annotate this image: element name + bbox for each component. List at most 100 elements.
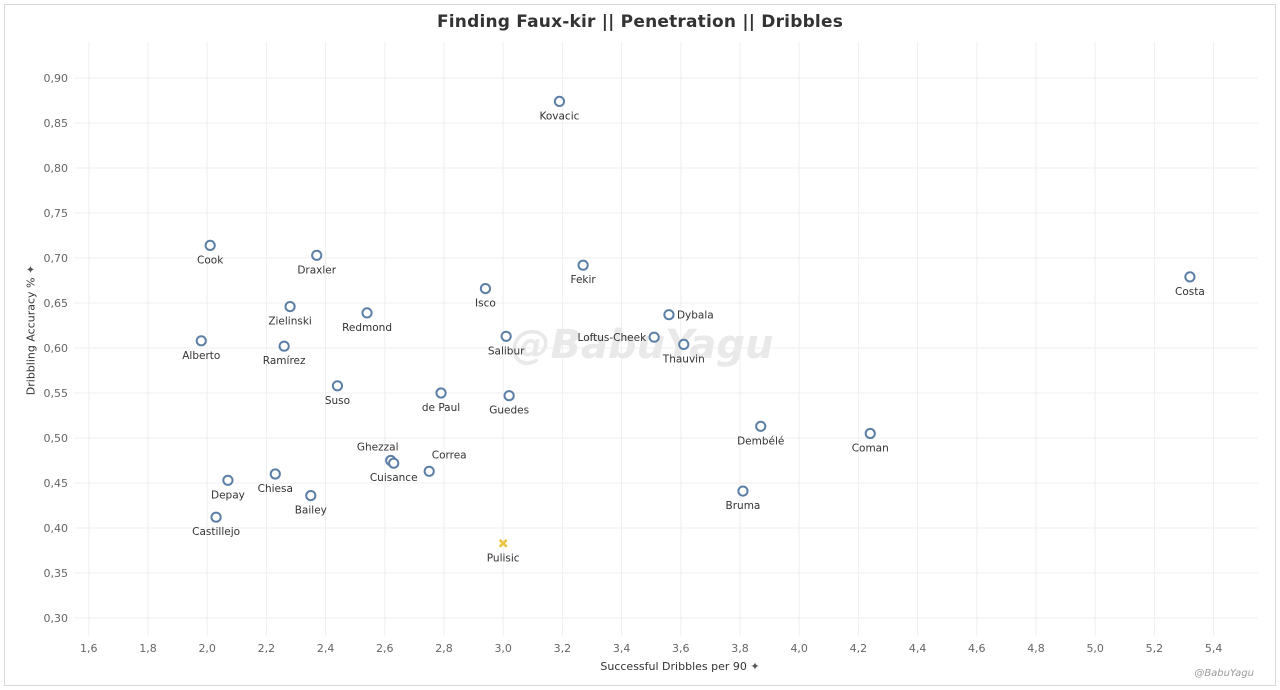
data-point[interactable] <box>305 490 317 502</box>
x-tick-label: 5,4 <box>1205 642 1223 655</box>
y-tick-label: 0,90 <box>44 72 69 85</box>
data-point[interactable] <box>737 485 749 497</box>
point-label: Draxler <box>297 264 336 276</box>
x-tick-label: 4,2 <box>850 642 868 655</box>
x-tick-label: 1,6 <box>80 642 98 655</box>
x-tick-label: 2,0 <box>198 642 216 655</box>
x-tick-label: 3,6 <box>672 642 690 655</box>
x-tick-label: 4,4 <box>909 642 927 655</box>
point-label: Salibur <box>488 345 525 357</box>
data-point[interactable] <box>663 309 675 321</box>
point-label: Kovacic <box>539 110 579 122</box>
point-label: Costa <box>1175 286 1205 298</box>
pin-icon[interactable]: ✦ <box>24 264 38 274</box>
data-point[interactable] <box>388 457 400 469</box>
data-point[interactable] <box>269 468 281 480</box>
x-tick-label: 2,4 <box>317 642 335 655</box>
data-point[interactable] <box>435 387 447 399</box>
point-label: Cuisance <box>370 472 418 484</box>
data-point[interactable] <box>331 380 344 392</box>
x-tick-label: 2,2 <box>258 642 276 655</box>
point-label: Alberto <box>182 350 220 362</box>
x-axis-ticks: 1,6 1,8 2,0 2,2 2,4 2,6 2,8 3,0 3,2 3,4 3,6 3,8 4,0 4… <box>80 642 1222 655</box>
x-tick-label: 3,0 <box>494 642 512 655</box>
data-point[interactable] <box>755 420 767 432</box>
y-axis-label: Dribbling Accuracy % <box>24 277 38 396</box>
point-label: Pulisic <box>487 552 520 564</box>
x-tick-label: 5,0 <box>1086 642 1104 655</box>
point-label: Correa <box>432 449 467 461</box>
y-axis-ticks: 0,30 0,35 0,40 0,45 0,50 0,55 0,60 0,65 0,70 0,75… <box>44 72 69 625</box>
x-tick-label: 5,2 <box>1146 642 1164 655</box>
y-tick-label: 0,70 <box>44 252 69 265</box>
pin-icon[interactable]: ✦ <box>750 660 760 673</box>
cross-mark <box>498 538 508 548</box>
point-label: Coman <box>852 443 889 455</box>
y-tick-label: 0,85 <box>44 117 69 130</box>
point-label: Suso <box>325 395 350 407</box>
point-label: Ramírez <box>263 355 306 367</box>
chart-frame <box>4 4 1276 686</box>
data-point[interactable] <box>1184 271 1196 283</box>
data-point[interactable] <box>210 511 222 523</box>
x-tick-label: 4,6 <box>968 642 986 655</box>
data-point[interactable] <box>195 335 207 347</box>
data-point[interactable] <box>553 95 566 108</box>
data-points: Kovacic Cook Draxler Fekir Costa Isco Zielinsk… <box>182 95 1205 564</box>
data-point[interactable] <box>500 330 512 342</box>
x-tick-label: 3,2 <box>554 642 572 655</box>
data-point[interactable] <box>361 307 373 319</box>
point-label: Dembélé <box>737 435 784 447</box>
y-tick-label: 0,30 <box>44 612 69 625</box>
credit-text: @BabuYagu <box>1194 668 1254 679</box>
y-tick-label: 0,75 <box>44 207 69 220</box>
data-point[interactable] <box>278 340 290 352</box>
y-tick-label: 0,45 <box>44 477 69 490</box>
y-tick-label: 0,50 <box>44 432 69 445</box>
point-label: Bruma <box>726 500 761 512</box>
x-tick-label: 1,8 <box>139 642 157 655</box>
point-label: Dybala <box>677 310 714 322</box>
data-point[interactable] <box>503 390 515 402</box>
x-tick-label: 2,8 <box>435 642 453 655</box>
x-tick-label: 3,8 <box>731 642 749 655</box>
point-label: de Paul <box>422 402 460 414</box>
data-point[interactable] <box>222 474 234 486</box>
data-point[interactable] <box>311 249 323 261</box>
point-label: Thauvin <box>662 353 705 365</box>
data-point-highlight[interactable] <box>498 538 508 548</box>
y-tick-label: 0,65 <box>44 297 69 310</box>
data-point[interactable] <box>648 331 660 343</box>
y-axis-title: Dribbling Accuracy % ✦ <box>25 265 38 395</box>
data-point[interactable] <box>479 283 492 295</box>
x-tick-label: 4,8 <box>1027 642 1045 655</box>
x-tick-label: 3,4 <box>613 642 631 655</box>
grid-lines <box>74 42 1258 636</box>
x-tick-label: 4,0 <box>790 642 808 655</box>
point-label: Castillejo <box>192 526 240 538</box>
data-point[interactable] <box>864 427 876 440</box>
point-label: Guedes <box>489 405 529 417</box>
x-axis-label: Successful Dribbles per 90 <box>600 660 747 673</box>
x-axis-title: Successful Dribbles per 90 ✦ <box>0 660 1280 673</box>
data-point[interactable] <box>284 301 296 313</box>
data-point[interactable] <box>577 259 589 271</box>
y-tick-label: 0,35 <box>44 567 69 580</box>
watermark: @BabuYagu <box>511 322 774 368</box>
y-tick-label: 0,60 <box>44 342 69 355</box>
data-point[interactable] <box>204 239 216 251</box>
y-tick-label: 0,80 <box>44 162 69 175</box>
data-point[interactable] <box>423 465 435 477</box>
data-point[interactable] <box>678 338 690 350</box>
point-label: Isco <box>475 298 496 310</box>
point-label: Depay <box>211 489 245 501</box>
chart-title: Finding Faux-kir || Penetration || Dribb… <box>436 12 844 32</box>
point-label: Chiesa <box>258 483 293 495</box>
point-label: Ghezzal <box>357 442 399 454</box>
x-tick-label: 2,6 <box>376 642 394 655</box>
point-label: Redmond <box>342 322 392 334</box>
point-label: Zielinski <box>268 316 312 328</box>
point-label: Bailey <box>295 505 327 517</box>
point-label: Fekir <box>570 274 596 286</box>
